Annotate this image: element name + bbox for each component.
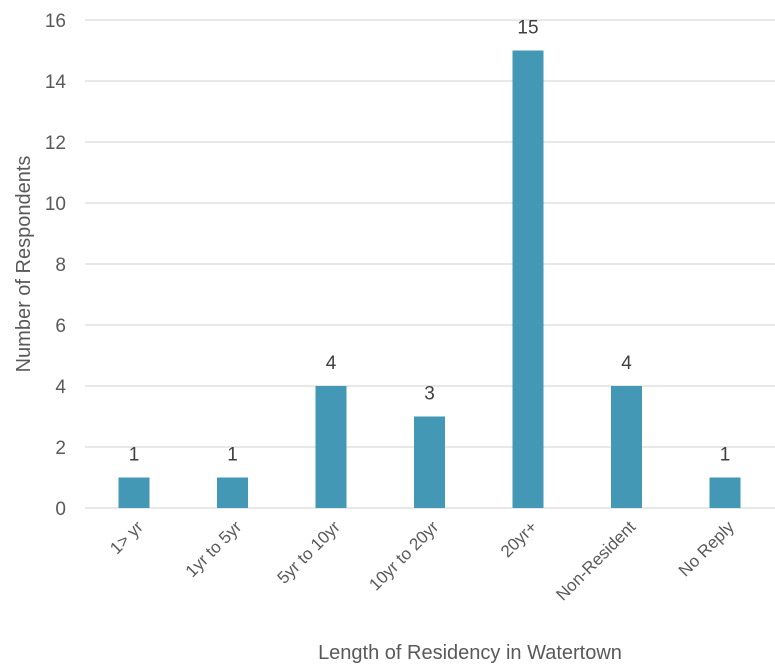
- bar: [709, 477, 741, 508]
- x-tick-label: 1> yr: [106, 517, 147, 558]
- y-tick-label: 2: [55, 438, 66, 459]
- x-tick-label: 20yr+: [497, 517, 541, 561]
- y-tick-label: 14: [45, 72, 67, 93]
- data-labels: 1 1 4 3 15 4 1: [129, 18, 731, 466]
- x-axis-ticks: 1> yr 1yr to 5yr 5yr to 10yr 10yr to 20yr 20…: [106, 517, 738, 604]
- x-tick-label: 5yr to 10yr: [274, 517, 344, 587]
- x-tick-label: No Reply: [675, 517, 738, 580]
- x-tick-label: 1yr to 5yr: [182, 517, 246, 581]
- x-axis-title: Length of Residency in Watertown: [318, 642, 622, 664]
- y-tick-label: 12: [45, 133, 66, 154]
- y-tick-label: 0: [55, 499, 66, 520]
- data-label: 3: [424, 384, 435, 405]
- y-axis-ticks: 0 2 4 6 8 10 12 14 16: [45, 11, 67, 520]
- y-axis-title: Number of Respondents: [13, 156, 35, 373]
- bars: [118, 50, 741, 508]
- y-tick-label: 16: [45, 11, 66, 32]
- data-label: 4: [326, 353, 337, 374]
- data-label: 1: [129, 445, 140, 466]
- bar: [315, 386, 347, 508]
- y-tick-label: 10: [45, 194, 66, 215]
- gridlines: [85, 19, 775, 509]
- bar: [217, 477, 248, 508]
- bar: [414, 416, 445, 508]
- y-tick-label: 6: [55, 316, 66, 337]
- y-tick-label: 8: [55, 255, 66, 276]
- bar: [512, 50, 544, 508]
- x-tick-label: Non-Resident: [552, 517, 639, 604]
- data-label: 15: [517, 18, 538, 39]
- bar: [118, 477, 150, 508]
- bar: [611, 386, 642, 508]
- data-label: 4: [621, 353, 632, 374]
- x-tick-label: 10yr to 20yr: [365, 517, 442, 594]
- y-tick-label: 4: [55, 377, 66, 398]
- data-label: 1: [720, 445, 731, 466]
- data-label: 1: [227, 445, 238, 466]
